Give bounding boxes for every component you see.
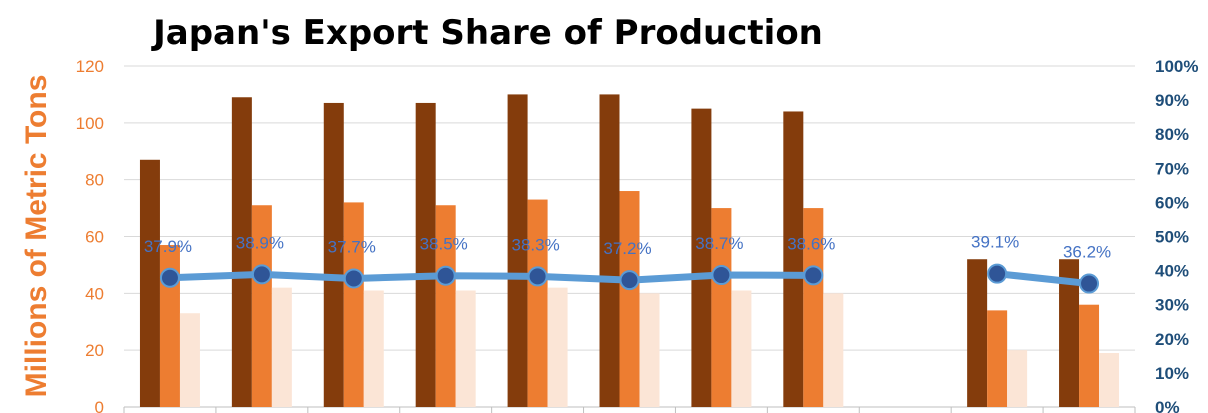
axis-ticks: 0 20 40 60 80 100 120 0% 10% 20% 30% 40% 50% 60% 70% 80… — [76, 57, 1199, 413]
bar — [251, 205, 272, 407]
line-point — [619, 270, 640, 291]
bar-series — [139, 94, 1120, 408]
bar — [1079, 304, 1100, 407]
bar — [507, 94, 528, 408]
bar — [783, 111, 804, 407]
data-label: 37.7% — [328, 237, 376, 256]
line-point — [803, 265, 824, 286]
bar — [803, 208, 824, 407]
line-point — [1079, 273, 1100, 294]
y2-tick-label: 20% — [1155, 330, 1189, 349]
y2-tick-label: 80% — [1155, 125, 1189, 144]
bar — [527, 199, 548, 407]
data-label: 37.2% — [603, 239, 651, 258]
bar — [179, 313, 200, 407]
line-point — [435, 265, 456, 286]
data-label: 37.9% — [144, 237, 192, 256]
data-label: 38.6% — [787, 234, 835, 253]
y-tick-label: 60 — [85, 228, 104, 247]
line-point — [711, 265, 732, 286]
y2-tick-label: 70% — [1155, 159, 1189, 178]
y2-tick-label: 100% — [1155, 57, 1198, 76]
series-line — [166, 270, 817, 284]
y2-tick-label: 30% — [1155, 296, 1189, 315]
y-axis-label: Millions of Metric Tons — [20, 75, 53, 398]
y-tick-label: 20 — [85, 341, 104, 360]
bar — [271, 287, 292, 407]
bar — [711, 208, 732, 407]
y2-tick-label: 60% — [1155, 193, 1189, 212]
bar — [435, 205, 456, 407]
data-labels: 37.9% 38.9% 37.7% 38.5% 38.3% 37.2% 38.7% 38.6%… — [144, 233, 1111, 262]
line-point — [159, 267, 180, 288]
line-series — [159, 263, 1100, 294]
bar — [455, 290, 476, 407]
bar — [363, 290, 384, 407]
data-label: 39.1% — [971, 233, 1019, 252]
y-tick-label: 100 — [76, 114, 104, 133]
y-tick-label: 80 — [85, 171, 104, 190]
line-point — [343, 268, 364, 289]
y2-tick-label: 40% — [1155, 262, 1189, 281]
y2-tick-label: 0% — [1155, 398, 1180, 413]
bar — [547, 287, 568, 407]
bar — [343, 202, 364, 407]
bar — [599, 94, 620, 408]
y2-tick-label: 50% — [1155, 228, 1189, 247]
y-tick-label: 0 — [95, 398, 104, 413]
bar — [415, 102, 436, 408]
bar — [639, 293, 660, 407]
bar — [231, 97, 252, 407]
bar — [1007, 350, 1028, 407]
chart-title: Japan's Export Share of Production — [151, 13, 823, 53]
bar — [987, 310, 1008, 407]
line-point — [251, 264, 272, 285]
bar — [323, 102, 344, 408]
line-point — [527, 266, 548, 287]
y-tick-label: 120 — [76, 57, 104, 76]
bar — [967, 259, 988, 407]
data-label: 36.2% — [1063, 243, 1111, 262]
data-label: 38.3% — [511, 235, 559, 254]
data-label: 38.5% — [420, 235, 468, 254]
bar — [691, 108, 712, 407]
bar — [823, 293, 844, 407]
series-line — [993, 270, 1093, 288]
y2-tick-label: 90% — [1155, 91, 1189, 110]
bar — [1059, 259, 1080, 407]
bar — [139, 159, 160, 407]
y2-tick-label: 10% — [1155, 364, 1189, 383]
data-label: 38.7% — [695, 234, 743, 253]
bar — [1099, 353, 1120, 407]
line-point — [987, 263, 1008, 284]
bar — [731, 290, 752, 407]
data-label: 38.9% — [236, 233, 284, 252]
bar — [619, 191, 640, 407]
y-tick-label: 40 — [85, 284, 104, 303]
